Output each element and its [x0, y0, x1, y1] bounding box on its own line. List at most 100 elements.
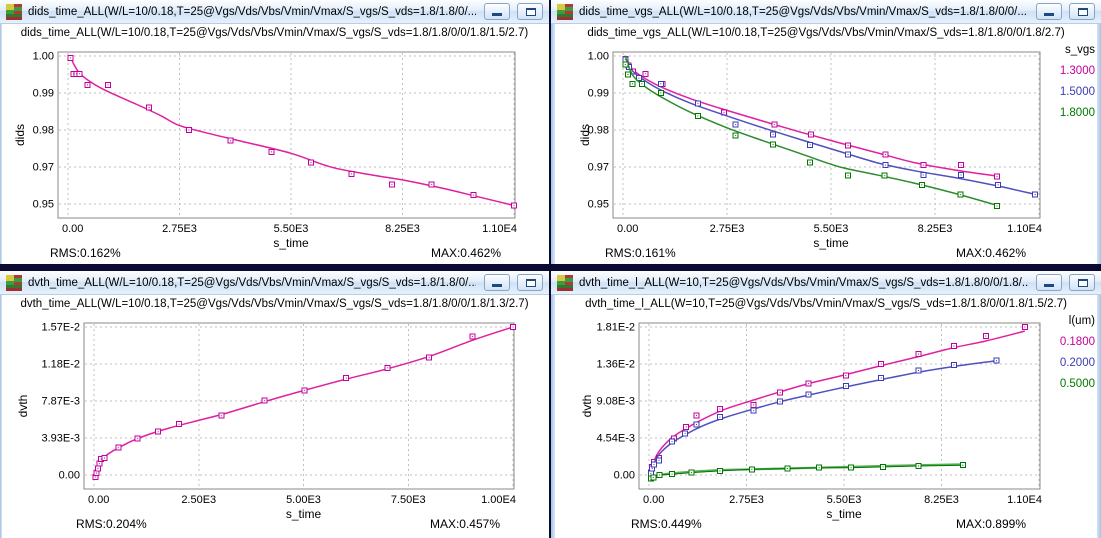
svg-text:5.50E3: 5.50E3	[274, 223, 309, 235]
window-titlebar[interactable]: dids_time_vgs_ALL(W/L=10/0.18,T=25@Vgs/V…	[551, 0, 1101, 24]
chart-area: 1.81E-2 1.36E-2 9.08E-3 4.54E-3 0.00 0.00 2.75…	[551, 295, 1101, 538]
chart-window-dids-time: dids_time_ALL(W/L=10/0.18,T=25@Vgs/Vds/V…	[0, 0, 549, 264]
window-title: dvth_time_ALL(W/L=10/0.18,T=25@Vgs/Vds/V…	[28, 276, 476, 289]
rms-value: RMS:0.162%	[50, 246, 121, 260]
window-border	[551, 295, 555, 538]
svg-text:1.00: 1.00	[33, 51, 54, 63]
plot-canvas[interactable]: 1.00 0.99 0.98 0.97 0.95 0.00 2.75E3 5.50E3 8.25…	[0, 24, 549, 264]
svg-text:2.50E3: 2.50E3	[181, 494, 216, 506]
svg-text:0.00: 0.00	[59, 470, 80, 482]
svg-text:2.75E3: 2.75E3	[162, 223, 197, 235]
restore-button[interactable]	[517, 274, 543, 291]
svg-text:0.98: 0.98	[588, 125, 609, 137]
rms-value: RMS:0.449%	[631, 517, 702, 531]
minimize-icon	[492, 284, 502, 287]
restore-icon	[526, 279, 536, 287]
legend-item: 1.3000	[1059, 65, 1095, 77]
svg-text:0.95: 0.95	[588, 199, 609, 211]
chart-title: dvth_time_ALL(W/L=10/0.18,T=25@Vgs/Vds/V…	[20, 298, 529, 310]
svg-text:s_time: s_time	[273, 236, 309, 250]
svg-text:1.18E-2: 1.18E-2	[41, 359, 80, 371]
legend-item: 0.2000	[1059, 357, 1095, 369]
svg-text:4.54E-3: 4.54E-3	[596, 433, 635, 445]
svg-text:0.00: 0.00	[617, 223, 638, 235]
plot-canvas[interactable]: 1.57E-2 1.18E-2 7.87E-3 3.93E-3 0.00 0.00 2.50…	[0, 295, 549, 538]
svg-text:2.75E3: 2.75E3	[729, 494, 764, 506]
window-border	[0, 24, 2, 264]
chart-area: 1.00 0.99 0.98 0.97 0.95 0.00 2.75E3 5.50E3 8.25…	[551, 24, 1101, 264]
rms-value: RMS:0.204%	[76, 517, 147, 531]
svg-text:7.87E-3: 7.87E-3	[41, 396, 80, 408]
chart-title: dids_time_vgs_ALL(W/L=10/0.18,T=25@Vgs/V…	[587, 27, 1065, 39]
restore-button[interactable]	[1069, 3, 1095, 20]
restore-button[interactable]	[1069, 274, 1095, 291]
svg-text:s_time: s_time	[813, 236, 849, 250]
svg-text:8.25E3: 8.25E3	[385, 223, 420, 235]
svg-text:1.10E4: 1.10E4	[1007, 223, 1042, 235]
svg-text:5.50E3: 5.50E3	[814, 223, 849, 235]
chart-window-icon	[557, 3, 573, 20]
window-titlebar[interactable]: dvth_time_ALL(W/L=10/0.18,T=25@Vgs/Vds/V…	[0, 271, 549, 295]
chart-window-icon	[557, 274, 573, 291]
chart-window-icon	[6, 274, 22, 291]
chart-window-dvth-time-l: dvth_time_l_ALL(W=10,T=25@Vgs/Vds/Vbs/Vm…	[551, 271, 1101, 538]
svg-text:dids: dids	[578, 124, 592, 146]
svg-text:1.00: 1.00	[588, 51, 609, 63]
legend-header: s_vgs	[1064, 44, 1095, 56]
svg-text:1.81E-2: 1.81E-2	[596, 322, 635, 334]
svg-text:8.25E3: 8.25E3	[918, 223, 953, 235]
legend: l(um) 0.1800 0.2000 0.5000	[1060, 315, 1095, 391]
max-value: MAX:0.462%	[430, 246, 501, 260]
svg-text:1.00E4: 1.00E4	[481, 494, 516, 506]
minimize-button[interactable]	[1036, 3, 1062, 20]
svg-text:1.10E4: 1.10E4	[1007, 494, 1042, 506]
chart-window-dids-time-vgs: dids_time_vgs_ALL(W/L=10/0.18,T=25@Vgs/V…	[551, 0, 1101, 264]
plot-canvas[interactable]: 1.00 0.99 0.98 0.97 0.95 0.00 2.75E3 5.50E3 8.25…	[551, 24, 1101, 264]
window-titlebar[interactable]: dvth_time_l_ALL(W=10,T=25@Vgs/Vds/Vbs/Vm…	[551, 271, 1101, 295]
max-value: MAX:0.899%	[955, 517, 1026, 531]
svg-text:8.25E3: 8.25E3	[924, 494, 959, 506]
max-value: MAX:0.457%	[429, 517, 500, 531]
chart-title: dids_time_ALL(W/L=10/0.18,T=25@Vgs/Vds/V…	[20, 27, 529, 39]
svg-text:0.00: 0.00	[62, 223, 83, 235]
svg-text:1.57E-2: 1.57E-2	[41, 322, 80, 334]
svg-text:3.93E-3: 3.93E-3	[41, 433, 80, 445]
svg-text:0.00: 0.00	[614, 470, 635, 482]
svg-text:0.99: 0.99	[588, 88, 609, 100]
restore-icon	[1078, 8, 1088, 16]
chart-area: 1.00 0.99 0.98 0.97 0.95 0.00 2.75E3 5.50E3 8.25…	[0, 24, 549, 264]
legend-item: 0.1800	[1059, 336, 1095, 348]
svg-text:1.10E4: 1.10E4	[482, 223, 517, 235]
chart-window-icon	[6, 3, 22, 20]
restore-icon	[1078, 279, 1088, 287]
window-border	[1097, 295, 1101, 538]
window-title: dvth_time_l_ALL(W=10,T=25@Vgs/Vds/Vbs/Vm…	[579, 276, 1028, 289]
window-title: dids_time_vgs_ALL(W/L=10/0.18,T=25@Vgs/V…	[579, 5, 1027, 18]
legend: s_vgs 1.3000 1.5000 1.8000	[1060, 44, 1095, 120]
minimize-button[interactable]	[1036, 274, 1062, 291]
window-titlebar[interactable]: dids_time_ALL(W/L=10/0.18,T=25@Vgs/Vds/V…	[0, 0, 549, 24]
window-border	[1097, 24, 1101, 264]
svg-text:s_time: s_time	[286, 507, 322, 521]
legend-item: 1.5000	[1059, 86, 1095, 98]
svg-text:5.50E3: 5.50E3	[827, 494, 862, 506]
svg-text:0.97: 0.97	[33, 162, 54, 174]
rms-value: RMS:0.161%	[605, 246, 676, 260]
svg-text:2.75E3: 2.75E3	[710, 223, 745, 235]
restore-button[interactable]	[517, 3, 543, 20]
svg-text:dvth: dvth	[16, 395, 30, 418]
minimize-icon	[1044, 284, 1054, 287]
svg-text:dvth: dvth	[580, 395, 594, 418]
window-border	[551, 24, 555, 264]
chart-title: dvth_time_l_ALL(W=10,T=25@Vgs/Vds/Vbs/Vm…	[585, 298, 1067, 310]
svg-text:0.00: 0.00	[88, 494, 109, 506]
plot-canvas[interactable]: 1.81E-2 1.36E-2 9.08E-3 4.54E-3 0.00 0.00 2.75…	[551, 295, 1101, 538]
svg-text:dids: dids	[13, 124, 27, 146]
minimize-button[interactable]	[484, 3, 510, 20]
minimize-button[interactable]	[484, 274, 510, 291]
svg-text:7.50E3: 7.50E3	[391, 494, 426, 506]
svg-text:0.95: 0.95	[33, 199, 54, 211]
svg-text:0.98: 0.98	[33, 125, 54, 137]
svg-text:0.99: 0.99	[33, 88, 54, 100]
minimize-icon	[492, 13, 502, 16]
